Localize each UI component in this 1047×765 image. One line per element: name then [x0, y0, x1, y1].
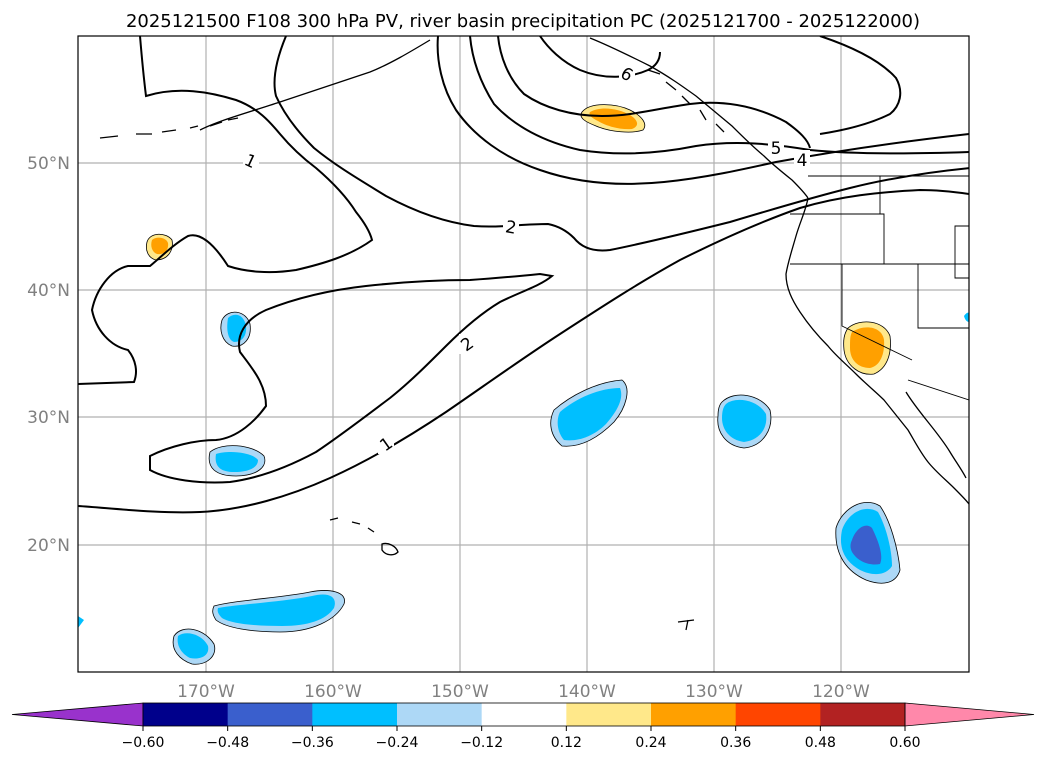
neg-anomaly-d-inner — [722, 399, 767, 442]
colorbar-tick-label: −0.36 — [291, 735, 334, 751]
lat-tick-40n: 40°N — [27, 281, 70, 301]
border-or-ca — [790, 213, 969, 265]
colorbar: −0.60 −0.48 −0.36 −0.24 −0.12 0.12 0.24 0.36 0.4… — [11, 702, 1035, 751]
colorbar-tick-label: −0.12 — [460, 735, 503, 751]
aleutian-islands — [99, 117, 239, 139]
pv-contour-2-ridge — [273, 36, 969, 252]
border-ut — [954, 225, 969, 279]
coastlines — [99, 37, 969, 631]
lon-tick-120w: 120°W — [812, 682, 870, 702]
colorbar-segment — [397, 703, 483, 726]
pv-contours — [78, 36, 969, 514]
pv-contour-4 — [469, 36, 969, 155]
lon-tick-labels: 170°W 160°W 150°W 140°W 130°W 120°W — [177, 682, 870, 702]
neg-anomaly-edge-right — [964, 312, 969, 322]
neg-anomaly-f-inner — [217, 594, 335, 626]
colorbar-tick-label: −0.48 — [206, 735, 249, 751]
colorbar-tick-label: −0.24 — [376, 735, 419, 751]
colorbar-tick-label: 0.24 — [635, 735, 666, 751]
contour-labels: 1 2 2 1 6 5 4 — [241, 63, 810, 456]
border-us-mexico — [907, 379, 969, 401]
map-frame — [77, 35, 970, 673]
contour-label-5: 5 — [771, 139, 782, 159]
pv-contour-6 — [539, 36, 661, 78]
colorbar-tick-label: 0.48 — [805, 735, 836, 751]
pv-contour-3 — [436, 36, 969, 185]
colorbar-tick-label: 0.36 — [720, 735, 751, 751]
lon-tick-150w: 150°W — [431, 682, 489, 702]
lat-tick-20n: 20°N — [27, 536, 70, 556]
lon-tick-170w: 170°W — [177, 682, 235, 702]
neg-anomaly-edge-left — [78, 616, 84, 628]
colorbar-segment — [227, 703, 313, 726]
colorbar-segment — [143, 703, 229, 726]
colorbar-extend-high — [904, 702, 1035, 727]
shading-outlines — [146, 104, 901, 665]
colorbar-tick-label: 0.12 — [551, 735, 582, 751]
political-borders — [790, 175, 969, 401]
pv-contour-1-south — [78, 188, 969, 514]
neg-anomaly-g-inner — [177, 633, 209, 659]
neg-anomaly-e-core — [850, 525, 882, 565]
colorbar-segment — [735, 703, 821, 726]
precip-shading — [78, 104, 969, 665]
colorbar-extend-low — [11, 702, 144, 727]
colorbar-segment — [481, 703, 567, 726]
colorbar-tick-label: −0.60 — [122, 735, 165, 751]
lat-tick-labels: 50°N 40°N 30°N 20°N — [27, 154, 70, 556]
lat-tick-30n: 30°N — [27, 408, 70, 428]
colorbar-tick-label: 0.60 — [889, 735, 920, 751]
bc-islands — [647, 69, 725, 133]
neg-anomaly-b-inner — [215, 452, 258, 472]
pv-contour-outer-north — [819, 36, 902, 135]
pos-anomaly-california-inner — [850, 327, 885, 368]
lat-tick-50n: 50°N — [27, 154, 70, 174]
pos-anomaly-w-pacific-inner — [151, 237, 169, 255]
baja-coast — [905, 391, 967, 479]
colorbar-segment — [651, 703, 737, 726]
colorbar-segment — [820, 703, 906, 726]
pv-contour-5 — [497, 36, 811, 149]
pv-contour-2-filament — [149, 272, 555, 484]
us-west-coast — [785, 197, 969, 505]
colorbar-frame — [142, 702, 906, 727]
pv-contour-1-west — [78, 36, 374, 385]
border-ca-nv — [841, 264, 913, 361]
lon-tick-130w: 130°W — [685, 682, 743, 702]
colorbar-segment — [312, 703, 398, 726]
colorbar-segment — [566, 703, 652, 726]
alaska-peninsula-coast — [199, 39, 431, 131]
contour-label-2-mid: 2 — [504, 217, 518, 239]
bc-coast — [589, 37, 809, 199]
border-nv-az — [917, 264, 969, 329]
small-island — [677, 619, 695, 631]
neg-anomaly-c-inner — [557, 388, 622, 441]
map-background — [78, 36, 969, 672]
lon-tick-160w: 160°W — [304, 682, 362, 702]
hawaiian-islands — [329, 517, 399, 556]
contour-label-4: 4 — [797, 151, 808, 171]
figure-title: 2025121500 F108 300 hPa PV, river basin … — [126, 11, 920, 32]
map-panel: 1 2 2 1 6 5 4 — [77, 35, 970, 673]
lon-tick-140w: 140°W — [558, 682, 616, 702]
